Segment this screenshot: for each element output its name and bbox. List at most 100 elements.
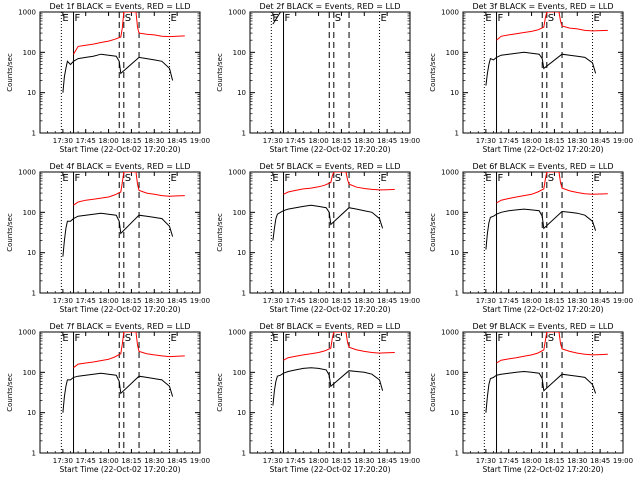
y-tick-label: 1000 xyxy=(441,329,459,337)
panel-title: Det 4f BLACK = Events, RED = LLD xyxy=(49,162,190,171)
x-tick-label: 18:45 xyxy=(167,137,187,145)
x-tick-label: 18:15 xyxy=(331,297,351,305)
y-tick-label: 100 xyxy=(23,49,36,57)
x-tick-label: 19:00 xyxy=(613,457,633,465)
detector-panel-4: Det 4f BLACK = Events, RED = LLD Counts/s… xyxy=(6,162,210,314)
marker-label: E xyxy=(62,173,68,184)
x-tick-label: 18:30 xyxy=(144,457,164,465)
x-tick-label: 18:00 xyxy=(98,137,118,145)
y-tick-label: 100 xyxy=(233,49,246,57)
black-series-line xyxy=(485,370,597,413)
x-tick-label: 17:30 xyxy=(476,457,496,465)
detector-panel-3: Det 3f BLACK = Events, RED = LLD Counts/s… xyxy=(429,2,633,154)
y-axis-label: Counts/sec xyxy=(6,213,14,252)
marker-label: F xyxy=(75,173,81,184)
y-tick-label: 1000 xyxy=(228,169,246,177)
x-axis-label: Start Time (22-Oct-02 17:20:20) xyxy=(59,305,180,314)
plot-frame xyxy=(462,11,624,134)
y-tick-label: 1 xyxy=(242,450,246,458)
marker-label: E xyxy=(594,173,600,184)
marker-label: E xyxy=(381,333,387,344)
x-tick-label: 18:15 xyxy=(331,457,351,465)
x-tick-label: 18:15 xyxy=(121,137,141,145)
marker-label: F xyxy=(285,13,291,24)
x-tick-label: 18:15 xyxy=(544,297,564,305)
marker-label: S xyxy=(335,333,341,344)
y-axis-label: Counts/sec xyxy=(216,213,224,252)
y-tick-label: 1 xyxy=(32,450,36,458)
x-tick-label: 18:45 xyxy=(590,137,610,145)
plot-frame xyxy=(39,11,201,134)
y-tick-label: 100 xyxy=(233,209,246,217)
x-tick-label: 18:45 xyxy=(377,137,397,145)
y-axis-label: Counts/sec xyxy=(429,53,437,92)
black-series-line xyxy=(62,212,174,257)
x-tick-label: 17:30 xyxy=(476,297,496,305)
y-tick-label: 1000 xyxy=(228,9,246,17)
x-tick-label: 17:45 xyxy=(76,457,96,465)
x-tick-label: 17:30 xyxy=(263,457,283,465)
red-series-line xyxy=(496,12,608,41)
detector-panel-1: Det 1f BLACK = Events, RED = LLD Counts/s… xyxy=(6,2,210,154)
x-tick-label: 18:00 xyxy=(308,137,328,145)
x-tick-label: 18:15 xyxy=(544,457,564,465)
red-series-line xyxy=(496,172,608,204)
plot-frame xyxy=(249,331,411,454)
marker-label: F xyxy=(498,13,504,24)
x-tick-label: 18:30 xyxy=(144,297,164,305)
marker-label: F xyxy=(498,333,504,344)
x-tick-label: 19:00 xyxy=(613,297,633,305)
x-tick-label: 17:45 xyxy=(286,297,306,305)
marker-label: E xyxy=(62,333,68,344)
black-series-line xyxy=(272,204,384,241)
marker-label: S xyxy=(548,173,554,184)
panel-title: Det 3f BLACK = Events, RED = LLD xyxy=(472,2,613,11)
y-tick-label: 100 xyxy=(23,369,36,377)
marker-label: E xyxy=(272,173,278,184)
x-tick-label: 18:45 xyxy=(167,297,187,305)
black-series-line xyxy=(485,208,597,250)
y-tick-label: 1 xyxy=(32,290,36,298)
x-tick-label: 17:30 xyxy=(476,137,496,145)
red-series-line xyxy=(73,332,185,369)
marker-label: S xyxy=(125,333,131,344)
x-tick-label: 17:45 xyxy=(76,297,96,305)
y-tick-label: 10 xyxy=(450,409,459,417)
marker-label: E xyxy=(272,333,278,344)
detector-panel-6: Det 6f BLACK = Events, RED = LLD Counts/s… xyxy=(429,162,633,314)
y-tick-label: 100 xyxy=(23,209,36,217)
plot-frame xyxy=(462,331,624,454)
x-tick-label: 19:00 xyxy=(400,297,420,305)
y-tick-label: 1 xyxy=(455,130,459,138)
y-tick-label: 10 xyxy=(237,249,246,257)
x-axis-label: Start Time (22-Oct-02 17:20:20) xyxy=(269,145,390,154)
x-tick-label: 18:30 xyxy=(567,457,587,465)
x-tick-label: 17:30 xyxy=(53,297,73,305)
y-tick-label: 1000 xyxy=(228,329,246,337)
x-tick-label: 17:45 xyxy=(499,297,519,305)
x-axis-label: Start Time (22-Oct-02 17:20:20) xyxy=(269,465,390,474)
red-series-line xyxy=(283,332,395,361)
marker-label: E xyxy=(62,13,68,24)
plot-frame xyxy=(39,171,201,294)
y-tick-label: 10 xyxy=(27,409,36,417)
x-tick-label: 19:00 xyxy=(613,137,633,145)
x-axis-label: Start Time (22-Oct-02 17:20:20) xyxy=(482,465,603,474)
y-tick-label: 1 xyxy=(32,130,36,138)
x-tick-label: 18:15 xyxy=(121,297,141,305)
y-tick-label: 1 xyxy=(242,290,246,298)
y-tick-label: 10 xyxy=(237,89,246,97)
marker-label: F xyxy=(498,173,504,184)
y-tick-label: 1000 xyxy=(441,9,459,17)
x-tick-label: 18:45 xyxy=(377,457,397,465)
x-tick-label: 18:30 xyxy=(354,137,374,145)
marker-label: E xyxy=(171,13,177,24)
y-tick-label: 100 xyxy=(446,49,459,57)
x-tick-label: 18:15 xyxy=(121,457,141,465)
y-axis-label: Counts/sec xyxy=(6,53,14,92)
x-axis-label: Start Time (22-Oct-02 17:20:20) xyxy=(59,145,180,154)
black-series-line xyxy=(62,53,174,93)
marker-label: F xyxy=(75,13,81,24)
x-tick-label: 17:45 xyxy=(286,457,306,465)
